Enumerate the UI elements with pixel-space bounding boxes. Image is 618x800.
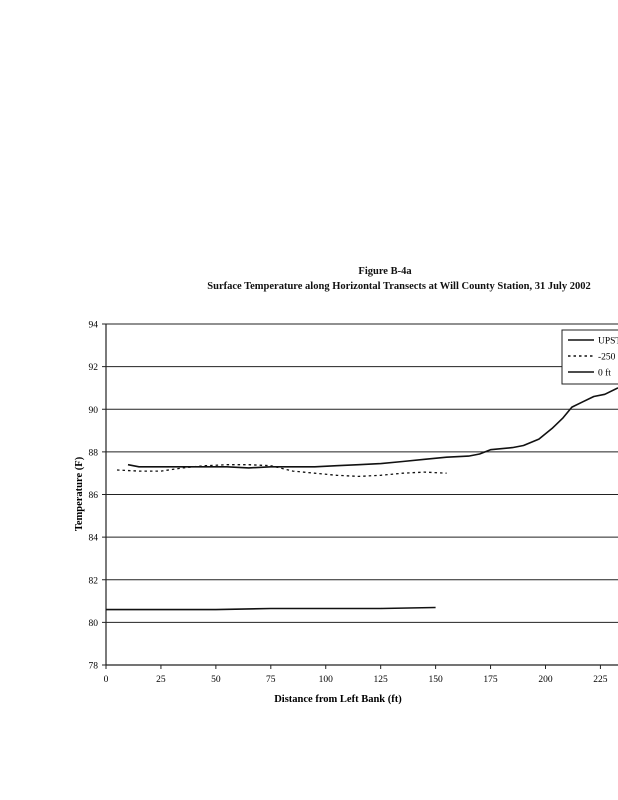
y-tick-label: 84 bbox=[89, 534, 99, 544]
x-tick-label: 175 bbox=[483, 675, 498, 685]
legend-label: -250 bbox=[598, 353, 616, 363]
y-axis-label: Temperature (F) bbox=[74, 456, 85, 531]
series-line-upst bbox=[106, 606, 436, 611]
y-tick-label: 78 bbox=[89, 662, 99, 672]
x-tick-label: 225 bbox=[593, 675, 608, 685]
x-tick-label: 0 bbox=[104, 675, 109, 685]
y-tick-label: 94 bbox=[89, 321, 99, 331]
legend-box bbox=[561, 329, 618, 385]
x-tick-label: 50 bbox=[211, 675, 221, 685]
x-tick-label: 125 bbox=[374, 675, 389, 685]
x-tick-label: 25 bbox=[156, 675, 166, 685]
legend-label: 0 ft bbox=[598, 368, 611, 379]
figure-subtitle: Surface Temperature along Horizontal Tra… bbox=[207, 281, 591, 292]
x-tick-label: 200 bbox=[538, 675, 553, 685]
x-axis-label: Distance from Left Bank (ft) bbox=[274, 694, 402, 705]
y-tick-label: 92 bbox=[89, 363, 99, 373]
y-tick-label: 88 bbox=[89, 448, 99, 458]
y-tick-label: 90 bbox=[89, 406, 99, 416]
series-line-250 bbox=[116, 464, 447, 478]
series-line-0-ft bbox=[127, 387, 618, 469]
x-tick-label: 150 bbox=[428, 675, 443, 685]
figure-title: Figure B-4a bbox=[358, 266, 412, 277]
y-tick-label: 86 bbox=[89, 491, 99, 501]
legend-label: UPST bbox=[598, 337, 618, 347]
x-tick-label: 75 bbox=[266, 675, 276, 685]
y-tick-label: 82 bbox=[89, 576, 99, 586]
x-tick-label: 100 bbox=[319, 675, 334, 685]
y-tick-label: 80 bbox=[89, 619, 99, 629]
